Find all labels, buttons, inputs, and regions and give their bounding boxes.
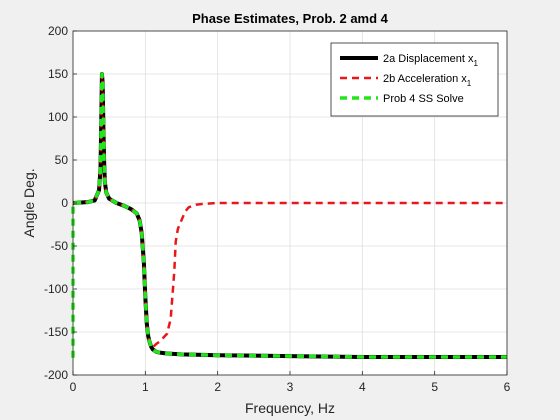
legend-label-acceleration: 2b Acceleration x1 — [383, 73, 472, 88]
x-tick-label: 0 — [70, 380, 77, 394]
y-tick-label: 50 — [55, 153, 69, 167]
y-tick-label: 150 — [48, 67, 68, 81]
series-line-prob4 — [71, 72, 507, 359]
series-layer — [71, 72, 507, 359]
y-axis-label: Angle Deg. — [21, 168, 37, 237]
x-tick-label: 5 — [431, 380, 438, 394]
y-axis: 200 150 100 50 0 -50 -100 -150 -200 — [44, 24, 77, 382]
x-tick-label: 3 — [287, 380, 294, 394]
legend-label-prob4: Prob 4 SS Solve — [383, 93, 464, 105]
y-tick-label: -100 — [44, 282, 68, 296]
x-tick-label: 6 — [504, 380, 511, 394]
legend-label-displacement: 2a Displacement x1 — [383, 53, 479, 68]
y-tick-label: -50 — [51, 239, 69, 253]
legend-box — [330, 42, 499, 117]
y-tick-label: -200 — [44, 368, 68, 382]
y-tick-label: 200 — [48, 24, 68, 38]
x-tick-label: 4 — [359, 380, 366, 394]
y-tick-label: -150 — [44, 325, 68, 339]
legend: 2a Displacement x1 2b Acceleration x1 Pr… — [330, 42, 499, 117]
chart-title: Phase Estimates, Prob. 2 amd 4 — [192, 11, 389, 26]
y-tick-label: 100 — [48, 110, 68, 124]
x-axis-label: Frequency, Hz — [245, 400, 335, 416]
y-tick-label: 0 — [61, 196, 68, 210]
x-tick-label: 1 — [142, 380, 149, 394]
x-tick-label: 2 — [214, 380, 221, 394]
x-axis: 0 1 2 3 4 5 6 — [70, 371, 511, 394]
